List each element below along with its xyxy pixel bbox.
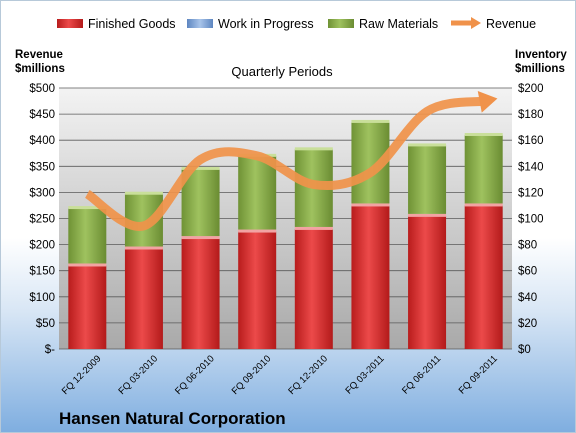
right-tick-label: $200 — [518, 83, 544, 95]
legend-label-raw-materials: Raw Materials — [359, 17, 438, 31]
legend-arrow-revenue-head — [471, 17, 481, 29]
category-label: FQ 06-2010 — [173, 353, 217, 397]
bar-raw-materials — [464, 134, 503, 204]
revenue-arrow-head — [477, 90, 498, 113]
bar-finished-goods — [464, 205, 503, 349]
right-tick-label: $120 — [518, 187, 544, 199]
category-label: FQ 06-2011 — [400, 353, 443, 396]
bar-raw-materials-cap — [351, 119, 390, 123]
bar-finished-goods-cap — [124, 246, 163, 250]
bar-raw-materials-cap — [181, 166, 220, 170]
bar-raw-materials — [238, 155, 277, 230]
legend-swatch-raw-materials — [328, 19, 354, 28]
category-label: FQ 09-2011 — [457, 353, 500, 396]
left-tick-label: $50 — [36, 318, 55, 330]
right-tick-label: $180 — [518, 109, 544, 121]
bar-finished-goods — [351, 205, 390, 349]
right-tick-label: $80 — [518, 240, 537, 252]
right-tick-label: $40 — [518, 292, 537, 304]
left-tick-label: $- — [45, 344, 55, 356]
bar-raw-materials — [181, 168, 220, 237]
chart-subtitle: Quarterly Periods — [231, 64, 333, 79]
category-label: FQ 09-2010 — [230, 353, 274, 397]
left-tick-label: $500 — [29, 83, 55, 95]
revenue-line-path — [84, 96, 485, 231]
legend-label-revenue: Revenue — [486, 17, 536, 31]
right-tick-label: $140 — [518, 161, 544, 173]
left-tick-label: $450 — [29, 109, 55, 121]
legend-item-finished-goods: Finished Goods — [57, 17, 176, 31]
legend-item-work-in-progress: Work in Progress — [187, 17, 314, 31]
bar-raw-materials — [68, 208, 107, 264]
bar-finished-goods — [181, 238, 220, 349]
right-tick-label: $20 — [518, 318, 537, 330]
category-label: FQ 03-2010 — [116, 353, 160, 397]
bar-finished-goods-cap — [68, 263, 107, 267]
right-axis-title-line1: Inventory — [515, 49, 567, 61]
revenue-line — [84, 90, 498, 231]
left-axis-title-line2: $millions — [15, 63, 65, 75]
legend-swatch-finished-goods — [57, 19, 83, 28]
left-tick-label: $350 — [29, 161, 55, 173]
bar-finished-goods-cap — [238, 229, 277, 233]
bar-finished-goods — [68, 265, 107, 349]
right-tick-label: $160 — [518, 135, 544, 147]
bar-raw-materials-cap — [124, 191, 163, 195]
left-tick-label: $400 — [29, 135, 55, 147]
bar-finished-goods-cap — [464, 203, 503, 207]
bar-finished-goods — [408, 215, 447, 349]
bar-raw-materials-cap — [294, 147, 333, 151]
left-tick-label: $200 — [29, 240, 55, 252]
bar-finished-goods — [294, 228, 333, 349]
legend-label-finished-goods: Finished Goods — [88, 17, 176, 31]
bar-raw-materials-cap — [408, 143, 447, 147]
legend-item-raw-materials: Raw Materials — [328, 17, 438, 31]
right-axis-ticks: $0 $20 $40 $60 $80 $100 $120 $140 $160 $180 $200 — [518, 83, 544, 356]
bar-finished-goods-cap — [294, 226, 333, 230]
right-tick-label: $0 — [518, 344, 531, 356]
left-tick-label: $100 — [29, 292, 55, 304]
legend-label-work-in-progress: Work in Progress — [218, 17, 314, 31]
right-axis-title-line2: $millions — [515, 63, 565, 75]
left-tick-label: $300 — [29, 187, 55, 199]
left-axis-title-line1: Revenue — [15, 49, 63, 61]
legend-swatch-work-in-progress — [187, 19, 213, 28]
legend: Finished Goods Work in Progress Raw Mate… — [57, 17, 536, 31]
right-tick-label: $60 — [518, 266, 537, 278]
left-tick-label: $250 — [29, 214, 55, 226]
category-label: FQ 12-2009 — [60, 353, 104, 397]
left-tick-label: $150 — [29, 266, 55, 278]
bar-raw-materials-cap — [68, 206, 107, 210]
category-labels: FQ 12-2009 FQ 03-2010 FQ 06-2010 FQ 09-2010… — [60, 353, 500, 397]
legend-item-revenue: Revenue — [451, 17, 536, 31]
bar-finished-goods-cap — [408, 213, 447, 217]
bar-finished-goods-cap — [181, 236, 220, 240]
company-name: Hansen Natural Corporation — [59, 409, 286, 428]
bar-raw-materials-cap — [464, 132, 503, 136]
bars — [68, 119, 503, 349]
bar-raw-materials — [408, 145, 447, 214]
bar-finished-goods-cap — [351, 203, 390, 207]
right-tick-label: $100 — [518, 214, 544, 226]
category-label: FQ 12-2010 — [286, 353, 330, 397]
bar-finished-goods — [124, 248, 163, 349]
left-axis-ticks: $- $50 $100 $150 $200 $250 $300 $350 $400 $450 $50… — [29, 83, 55, 356]
bar-finished-goods — [238, 231, 277, 349]
category-label: FQ 03-2011 — [343, 353, 386, 396]
